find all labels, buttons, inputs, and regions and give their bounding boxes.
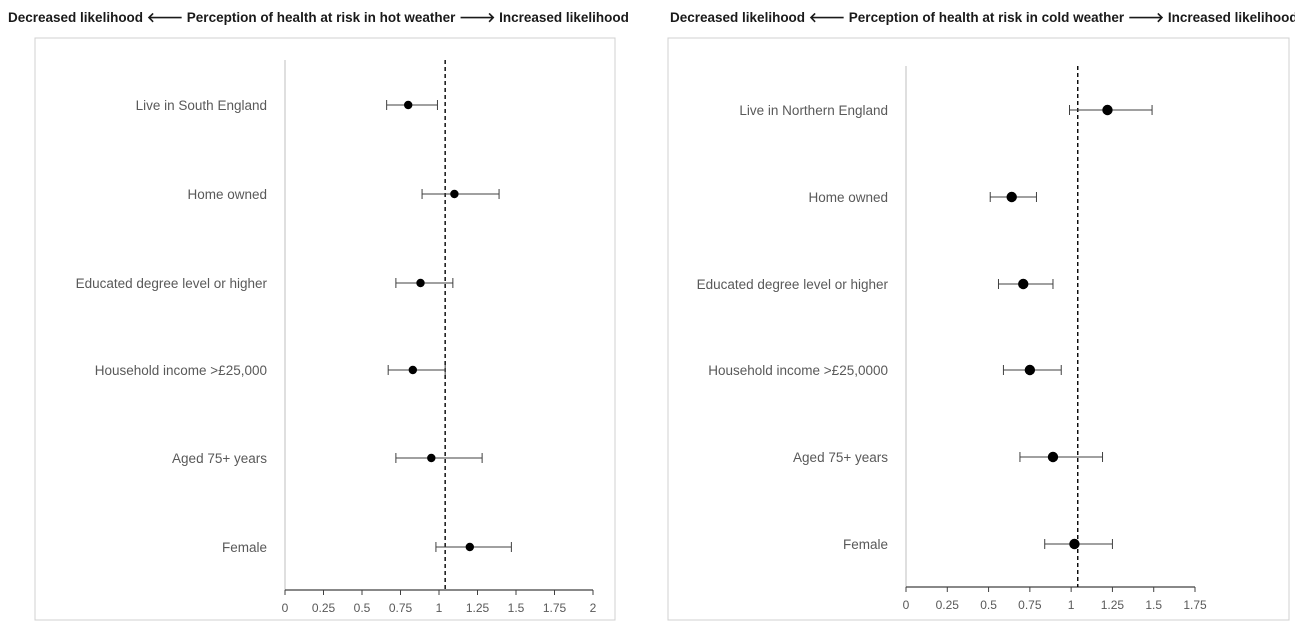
x-tick-label: 0.75: [1018, 598, 1042, 612]
category-label: Household income >£25,000: [95, 363, 267, 378]
x-tick-label: 1.5: [508, 601, 525, 615]
point-estimate: [1024, 364, 1036, 376]
category-label: Household income >£25,0000: [708, 363, 888, 378]
chart-title-hot: Decreased likelihood 🡐 Perception of hea…: [8, 10, 629, 26]
category-label: Aged 75+ years: [793, 450, 888, 465]
point-estimate: [408, 365, 418, 375]
x-tick-label: 1.25: [1101, 598, 1125, 612]
point-estimate: [1018, 278, 1029, 290]
right-arrow-icon: 🡒: [1127, 10, 1165, 25]
title-middle-text: Perception of health at risk in hot weat…: [186, 10, 456, 25]
x-tick-label: 1.25: [466, 601, 490, 615]
title-left-text: Decreased likelihood: [8, 10, 144, 25]
category-label: Educated degree level or higher: [76, 276, 268, 291]
x-tick-label: 1.75: [543, 601, 567, 615]
x-tick-label: 1.75: [1183, 598, 1207, 612]
panel-border-hot: [34, 37, 616, 621]
category-label: Live in South England: [136, 98, 267, 113]
x-tick-label: 0.25: [312, 601, 336, 615]
forest-plot-hot: 0 0.25 0.5 0.75 1 1.25 1.5 1.75 2 Live in South E…: [76, 60, 597, 615]
point-estimate: [1102, 104, 1113, 116]
x-tick-label: 1.5: [1145, 598, 1162, 612]
x-tick-label: 1: [436, 601, 443, 615]
x-tick-label: 0.5: [980, 598, 997, 612]
title-middle-text: Perception of health at risk in cold wea…: [848, 10, 1125, 25]
left-arrow-icon: 🡐: [808, 10, 846, 25]
point-estimate: [1069, 538, 1080, 550]
x-tick-label: 0.25: [936, 598, 960, 612]
category-label: Home owned: [808, 190, 888, 205]
x-tick-label: 0: [282, 601, 289, 615]
x-tick-label: 0.75: [389, 601, 413, 615]
chart-title-cold: Decreased likelihood 🡐 Perception of hea…: [670, 10, 1295, 26]
category-label: Aged 75+ years: [172, 451, 267, 466]
point-estimate: [404, 100, 413, 110]
forest-plot-cold: 0 0.25 0.5 0.75 1 1.25 1.5 1.75 Live in Northern…: [697, 66, 1207, 612]
point-estimate: [416, 278, 425, 288]
category-label: Female: [222, 540, 267, 555]
point-estimate: [427, 453, 436, 463]
left-arrow-icon: 🡐: [146, 10, 184, 25]
title-right-text: Increased likelihood: [499, 10, 629, 25]
title-right-text: Increased likelihood: [1167, 10, 1295, 25]
x-tick-label: 0: [903, 598, 910, 612]
x-tick-label: 1: [1068, 598, 1075, 612]
point-estimate: [450, 189, 459, 199]
x-tick-label: 2: [590, 601, 597, 615]
right-arrow-icon: 🡒: [459, 10, 496, 25]
title-left-text: Decreased likelihood: [670, 10, 806, 25]
category-label: Female: [843, 537, 888, 552]
x-tick-label: 0.5: [354, 601, 371, 615]
category-label: Home owned: [187, 187, 267, 202]
point-estimate: [465, 542, 474, 552]
category-label: Live in Northern England: [739, 103, 888, 118]
point-estimate: [1006, 191, 1017, 203]
category-label: Educated degree level or higher: [697, 277, 889, 292]
panel-border-cold: [667, 37, 1290, 621]
point-estimate: [1047, 451, 1059, 463]
